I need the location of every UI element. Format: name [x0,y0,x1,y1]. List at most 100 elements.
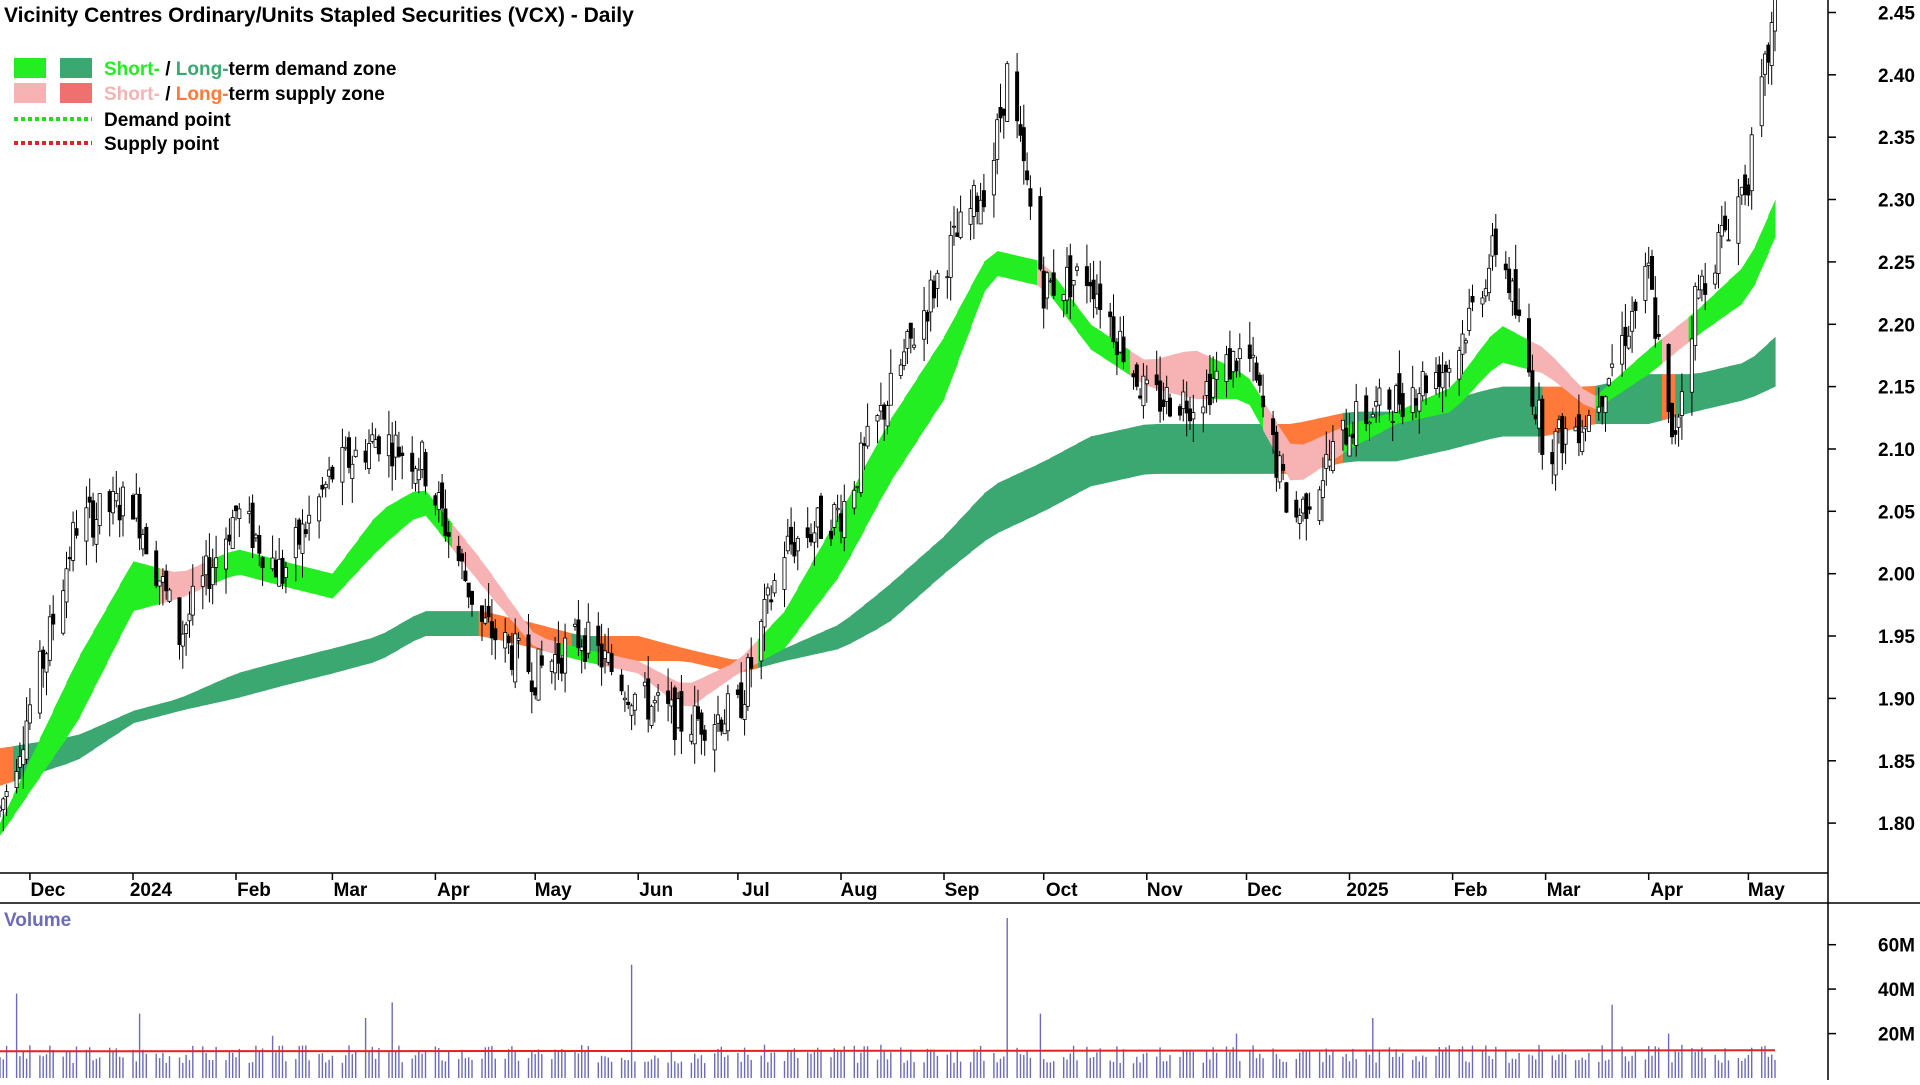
candle-body [180,633,185,647]
short-term-zone-segment [1276,422,1291,481]
candle-body [1201,406,1206,414]
candle-body [1178,406,1183,416]
candle-body [327,469,332,477]
candle-body [1596,406,1601,413]
candle-body [819,495,824,540]
candle-body [233,505,238,512]
candle-body [117,504,122,521]
candle-body [1114,341,1119,355]
short-term-zone-segment [1183,350,1198,400]
candle-body [1676,416,1681,428]
long-term-zone-segment [292,655,307,684]
candle-body [632,693,637,711]
candle-body [1111,316,1116,343]
price-tick-label: 1.85 [1878,752,1915,773]
candle-body [1527,318,1532,373]
candle-body [157,580,162,587]
short-term-zone-segment [66,655,81,738]
price-tick-label: 1.80 [1878,814,1915,835]
candle-body [1277,455,1282,483]
volume-panel-label: Volume [4,910,71,931]
candle-body [935,272,940,289]
short-term-zone-segment [53,682,68,758]
short-term-zone-segment [970,261,985,328]
candle-body [1470,295,1475,303]
candle-body [885,405,890,427]
price-tick-label: 2.25 [1878,253,1915,274]
candle-body [1556,419,1561,429]
candle-body [652,700,657,704]
candle-body [1261,395,1266,408]
candle-body [526,634,531,673]
candle-body [1068,255,1073,298]
candle-body [1065,266,1070,301]
candle-body [1424,375,1429,394]
date-tick-label: Mar [334,880,368,901]
candle-body [204,555,209,576]
candle-body [164,570,169,592]
candle-body [1214,370,1219,380]
candle-body [1317,489,1322,521]
date-axis: Dec 2024 Feb Mar Apr May Jun Jul Aug Sep Oct Nov Dec… [29,873,1785,901]
long-term-zone-segment [1063,443,1078,501]
candle-body [154,550,159,586]
candle-body [1610,363,1615,368]
volume-tick-label: 20M [1878,1025,1915,1046]
candle-body [1533,414,1538,420]
candle-body [1447,368,1452,373]
short-term-zone-segment [1023,257,1038,286]
long-term-zone-segment [1050,450,1065,508]
long-term-zone-segment [651,639,666,661]
legend-supply-point: Supply point [104,134,220,155]
candle-body [1247,344,1252,359]
candle-body [629,705,634,716]
chart-title: Vicinity Centres Ordinary/Units Stapled … [4,4,634,27]
long-term-zone-segment [239,669,254,698]
candle-body [1274,431,1279,478]
long-term-zone-segment [930,536,945,586]
short-term-zone-segment [904,377,918,461]
candle-body [184,624,189,634]
candle-body [1583,426,1588,430]
candle-body [1503,263,1508,271]
candle-body [27,704,32,724]
candle-body [948,235,953,278]
candle-body [273,560,278,578]
short-term-zone-segment [465,540,480,582]
candle-body [330,466,335,480]
candle-body [456,545,461,562]
short-term-zone-segment [345,538,360,585]
candle-body [1257,374,1262,386]
date-tick-label: 2024 [130,880,173,901]
short-term-zone-segment [319,570,333,599]
candle-body [656,692,661,696]
long-term-zone-segment [412,611,427,642]
candle-body [1188,408,1193,422]
long-term-zone-segment [1249,424,1264,474]
candle-body [1048,280,1053,283]
candle-body [912,344,917,348]
candle-body [1713,272,1718,285]
candle-body [1457,350,1462,380]
candle-body [1015,71,1020,122]
short-term-zone-segment [1755,215,1769,284]
long-term-zone-segment [890,571,905,621]
candle-body [716,714,721,724]
candle-body [1743,174,1748,196]
short-term-zone-segment [944,311,958,400]
long-term-zone-segment [332,645,347,674]
candle-body [1271,418,1276,436]
date-tick-label: 2025 [1346,880,1389,901]
long-term-zone-segment [983,483,998,542]
candle-body [769,599,774,603]
candle-body [1763,53,1768,75]
candle-body [74,528,79,536]
short-term-zone-segment [1010,254,1025,283]
long-term-zone-segment [877,583,892,629]
candle-body [978,199,983,225]
short-term-zone-segment [398,492,413,532]
candle-body [922,310,927,340]
candle-body [1141,375,1146,407]
long-term-zone-segment [425,611,440,636]
